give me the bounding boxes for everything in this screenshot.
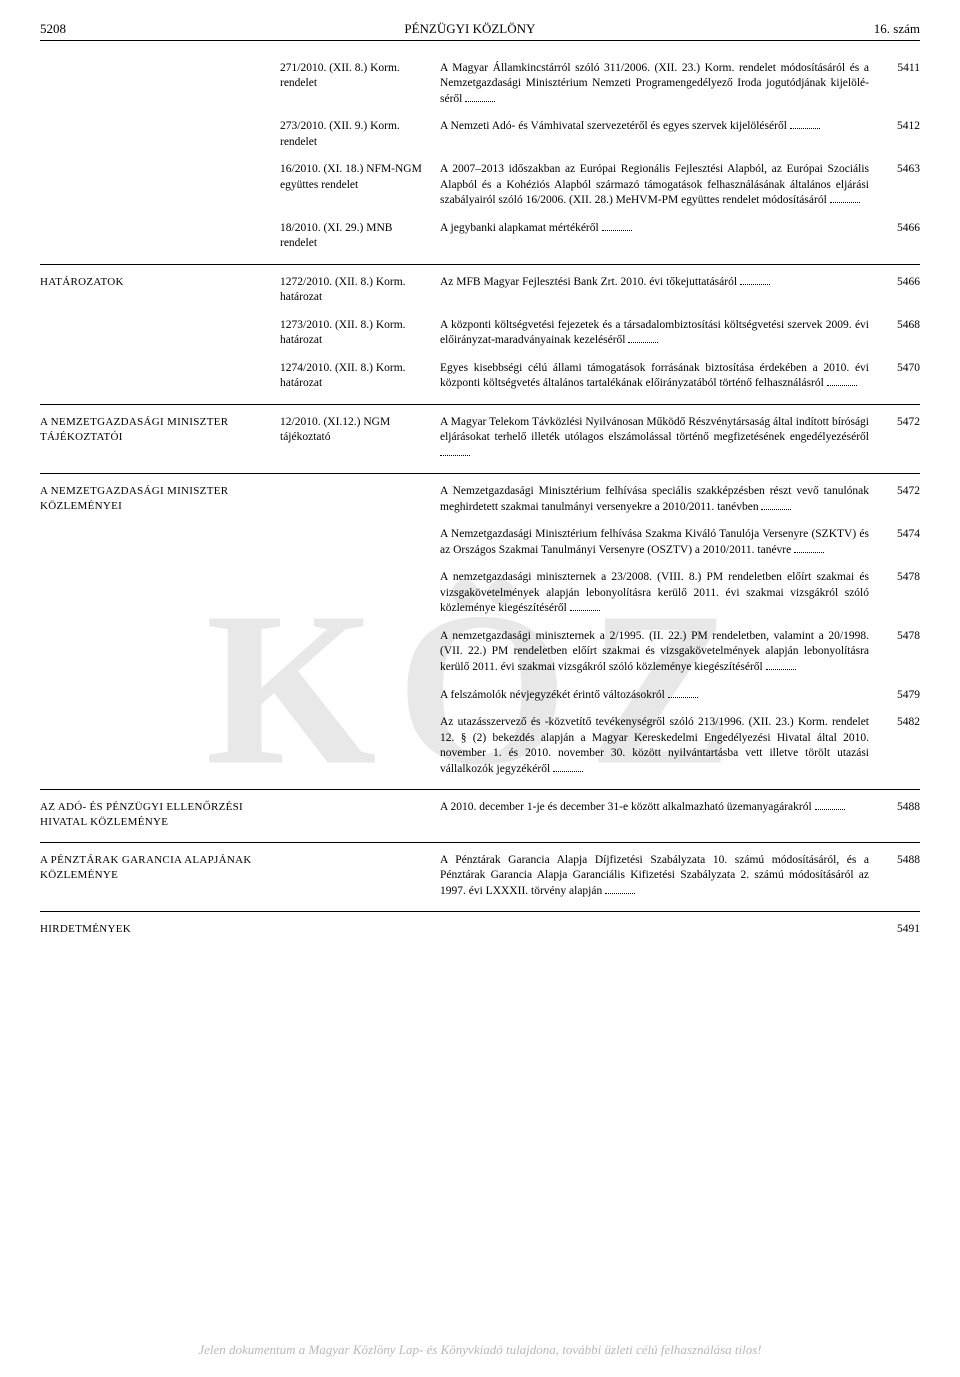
header-issue: 16. szám (874, 20, 920, 38)
toc-row: A NEMZETGAZDASÁGI MINISZTER KÖZLEMÉNYEI A… (40, 484, 920, 515)
act-reference (280, 688, 440, 704)
section-heading (40, 119, 280, 150)
act-reference (280, 800, 440, 830)
section-heading: A NEMZETGAZDASÁGI MINISZTER KÖZLEMÉNYEI (40, 484, 280, 515)
toc-description: Az utazásszervező és -közvetítő tevékeny… (440, 715, 869, 777)
page-number: 5463 (869, 162, 920, 209)
page-number: 5472 (869, 415, 920, 462)
toc-description: A Nemzetgazdasági Minisztérium felhívása… (440, 484, 869, 515)
section-heading (40, 221, 280, 252)
page-number: 5478 (869, 570, 920, 617)
toc-row: A nemzetgazdasági miniszternek a 2/1995.… (40, 629, 920, 676)
toc-row: Az utazásszervező és -közvetítő tevékeny… (40, 715, 920, 777)
toc-row: A PÉNZTÁRAK GARANCIA ALAPJÁNAK KÖZLEMÉNY… (40, 853, 920, 900)
toc-row: 16/2010. (XI. 18.) NFM-NGM együttes rend… (40, 162, 920, 209)
act-reference: 1272/2010. (XII. 8.) Korm. határozat (280, 275, 440, 306)
toc-row: HATÁROZATOK1272/2010. (XII. 8.) Korm. ha… (40, 275, 920, 306)
page-number: 5491 (869, 922, 920, 938)
act-reference: 1273/2010. (XII. 8.) Korm. határozat (280, 318, 440, 349)
act-reference: 1274/2010. (XII. 8.) Korm. határozat (280, 361, 440, 392)
section-heading: A NEMZETGAZDASÁGI MINISZTER TÁJÉKOZTATÓI (40, 415, 280, 462)
page-number: 5479 (869, 688, 920, 704)
act-reference (280, 527, 440, 558)
act-reference: 16/2010. (XI. 18.) NFM-NGM együttes rend… (280, 162, 440, 209)
page-number: 5412 (869, 119, 920, 150)
toc-description: A felszámolók névjegyzékét érintő változ… (440, 688, 869, 704)
page-number: 5488 (869, 853, 920, 900)
toc-row: 271/2010. (XII. 8.) Korm. rendeletA Magy… (40, 61, 920, 108)
header-page-left: 5208 (40, 20, 66, 38)
page-number: 5482 (869, 715, 920, 777)
toc-description: Az MFB Magyar Fejlesztési Bank Zrt. 2010… (440, 275, 869, 306)
page-number: 5478 (869, 629, 920, 676)
toc-row: 18/2010. (XI. 29.) MNB rendeletA jegyban… (40, 221, 920, 252)
toc-description: A központi költségvetési fejezetek és a … (440, 318, 869, 349)
section-heading: HIRDETMÉNYEK (40, 922, 280, 938)
page-number: 5474 (869, 527, 920, 558)
toc-description (440, 922, 869, 938)
page-number: 5488 (869, 800, 920, 830)
toc-row: A nemzetgazdasági miniszternek a 23/2008… (40, 570, 920, 617)
section-heading (40, 688, 280, 704)
toc-row: A Nemzetgazdasági Minisztérium felhívása… (40, 527, 920, 558)
section-heading: HATÁROZATOK (40, 275, 280, 306)
act-reference (280, 922, 440, 938)
page-number: 5411 (869, 61, 920, 108)
page-header: 5208 PÉNZÜGYI KÖZLÖNY 16. szám (40, 20, 920, 41)
toc-row: HIRDETMÉNYEK 5491 (40, 922, 920, 938)
act-reference: 273/2010. (XII. 9.) Korm. rendelet (280, 119, 440, 150)
section-heading (40, 629, 280, 676)
section-heading (40, 715, 280, 777)
toc-row: 273/2010. (XII. 9.) Korm. rendeletA Nemz… (40, 119, 920, 150)
page-number: 5466 (869, 221, 920, 252)
act-reference: 12/2010. (XI.12.) NGM tájékoztató (280, 415, 440, 462)
act-reference: 18/2010. (XI. 29.) MNB rendelet (280, 221, 440, 252)
act-reference: 271/2010. (XII. 8.) Korm. rendelet (280, 61, 440, 108)
toc-description: A Nemzetgazdasági Minisztérium felhívása… (440, 527, 869, 558)
toc-row: 1274/2010. (XII. 8.) Korm. határozatEgye… (40, 361, 920, 392)
section-heading (40, 527, 280, 558)
section-heading (40, 361, 280, 392)
page-number: 5472 (869, 484, 920, 515)
toc-row: A felszámolók névjegyzékét érintő változ… (40, 688, 920, 704)
footer-notice: Jelen dokumentum a Magyar Közlöny Lap- é… (0, 1341, 960, 1359)
toc-description: A Pénztárak Garancia Alapja Díjfizetési … (440, 853, 869, 900)
toc-description: A Magyar Telekom Távközlési Nyilvánosan … (440, 415, 869, 462)
section-heading (40, 318, 280, 349)
toc-description: A 2007–2013 időszakban az Európai Region… (440, 162, 869, 209)
toc-description: A 2010. december 1-je és december 31-e k… (440, 800, 869, 830)
toc-body: 271/2010. (XII. 8.) Korm. rendeletA Magy… (40, 61, 920, 938)
section-heading: A PÉNZTÁRAK GARANCIA ALAPJÁNAK KÖZLEMÉNY… (40, 853, 280, 900)
section-heading (40, 162, 280, 209)
toc-description: A Nemzeti Adó- és Vámhivatal szervezetér… (440, 119, 869, 150)
toc-description: A nemzetgazdasági miniszternek a 23/2008… (440, 570, 869, 617)
toc-row: 1273/2010. (XII. 8.) Korm. határozatA kö… (40, 318, 920, 349)
act-reference (280, 853, 440, 900)
section-heading: AZ ADÓ- ÉS PÉNZÜGYI ELLENŐRZÉSI HIVATAL … (40, 800, 280, 830)
toc-description: Egyes kisebbségi célú állami támogatások… (440, 361, 869, 392)
toc-row: AZ ADÓ- ÉS PÉNZÜGYI ELLENŐRZÉSI HIVATAL … (40, 800, 920, 830)
toc-row: A NEMZETGAZDASÁGI MINISZTER TÁJÉKOZTATÓI… (40, 415, 920, 462)
page-number: 5466 (869, 275, 920, 306)
act-reference (280, 570, 440, 617)
act-reference (280, 484, 440, 515)
section-heading (40, 61, 280, 108)
toc-description: A nemzetgazdasági miniszternek a 2/1995.… (440, 629, 869, 676)
act-reference (280, 629, 440, 676)
act-reference (280, 715, 440, 777)
header-title: PÉNZÜGYI KÖZLÖNY (404, 20, 535, 38)
page-number: 5470 (869, 361, 920, 392)
page-number: 5468 (869, 318, 920, 349)
toc-description: A Magyar Államkincstárról szóló 311/2006… (440, 61, 869, 108)
toc-description: A jegybanki alapkamat mértékéről (440, 221, 869, 252)
section-heading (40, 570, 280, 617)
